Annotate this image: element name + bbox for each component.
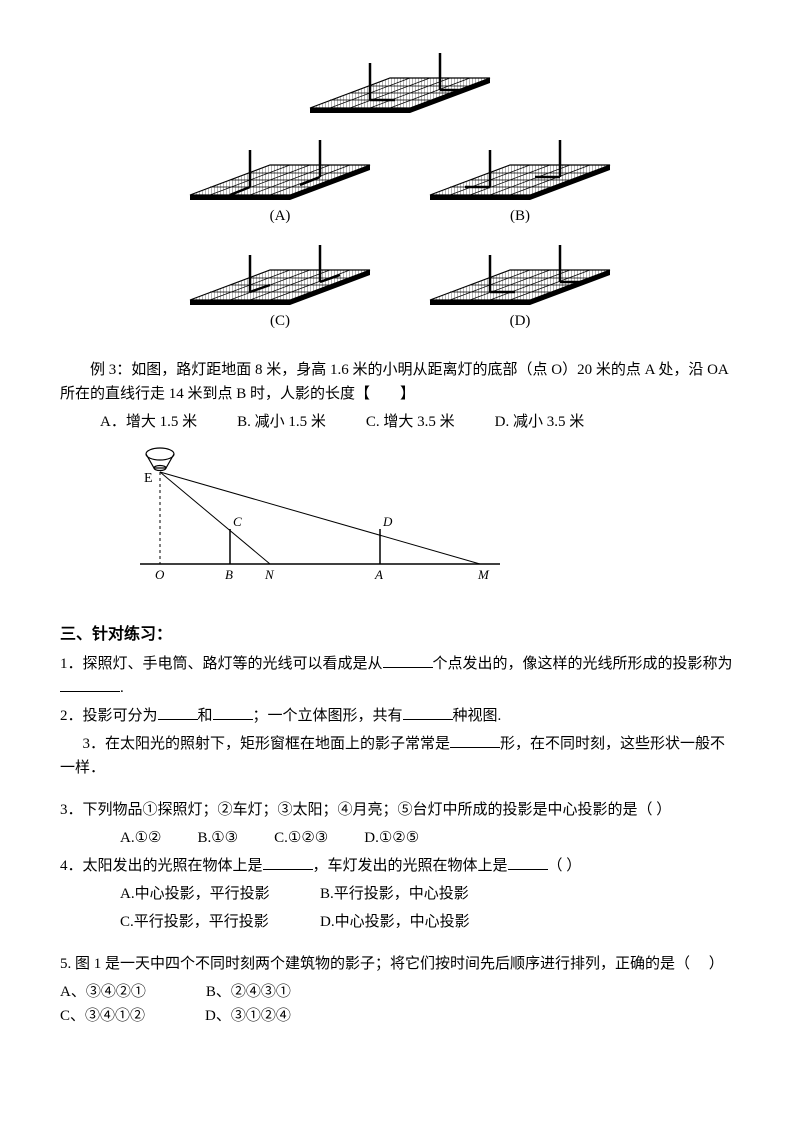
svg-text:O: O bbox=[155, 567, 165, 582]
q5-opts-row2: C、③④①②D、③①②④ bbox=[60, 1004, 740, 1028]
svg-text:M: M bbox=[477, 567, 490, 582]
svg-text:(C): (C) bbox=[270, 313, 290, 329]
opt-a: A．增大 1.5 米 bbox=[100, 410, 197, 434]
example3-text: 例 3：如图，路灯距地面 8 米，身高 1.6 米的小明从距离灯的底部（点 O）… bbox=[60, 358, 740, 406]
opt-c: C. 增大 3.5 米 bbox=[366, 410, 455, 434]
opt-b: B. 减小 1.5 米 bbox=[237, 410, 326, 434]
grid-top bbox=[310, 53, 490, 113]
svg-text:C: C bbox=[233, 514, 242, 529]
q5-opts-row1: A、③④②①B、②④③① bbox=[60, 980, 740, 1004]
svg-text:(A): (A) bbox=[270, 208, 291, 224]
svg-text:N: N bbox=[264, 567, 275, 582]
section-header: 三、针对练习： bbox=[60, 622, 740, 648]
q4-stem: 4．太阳发出的光照在物体上是，车灯发出的光照在物体上是（ ） bbox=[60, 854, 740, 878]
q1: 1．探照灯、手电筒、路灯等的光线可以看成是从个点发出的，像这样的光线所形成的投影… bbox=[60, 652, 740, 700]
svg-text:(D): (D) bbox=[510, 313, 531, 329]
q3b-stem: 3．下列物品①探照灯；②车灯；③太阳；④月亮；⑤台灯中所成的投影是中心投影的是（… bbox=[60, 798, 740, 822]
example3-options: A．增大 1.5 米 B. 减小 1.5 米 C. 增大 3.5 米 D. 减小… bbox=[100, 410, 740, 434]
svg-text:B: B bbox=[225, 567, 233, 582]
q2: 2．投影可分为和；一个立体图形，共有种视图. bbox=[60, 704, 740, 728]
q3a: 3．在太阳光的照射下，矩形窗框在地面上的影子常常是形，在不同时刻，这些形状一般不… bbox=[60, 732, 740, 780]
grid-options-figure: (A) (B) bbox=[60, 50, 740, 338]
opt-d: D. 减小 3.5 米 bbox=[495, 410, 585, 434]
svg-text:E: E bbox=[144, 471, 153, 486]
svg-text:D: D bbox=[382, 514, 393, 529]
svg-text:(B): (B) bbox=[510, 208, 530, 224]
q5-stem: 5. 图 1 是一天中四个不同时刻两个建筑物的影子；将它们按时间先后顺序进行排列… bbox=[60, 952, 740, 976]
q4-opts-row2: C.平行投影，平行投影D.中心投影，中心投影 bbox=[120, 910, 740, 934]
lamp-diagram: E O B C N A D M bbox=[100, 444, 740, 602]
q4-opts-row1: A.中心投影，平行投影B.平行投影，中心投影 bbox=[120, 882, 740, 906]
q3b-options: A.①②B.①③C.①②③D.①②⑤ bbox=[120, 826, 740, 850]
svg-text:A: A bbox=[374, 567, 383, 582]
